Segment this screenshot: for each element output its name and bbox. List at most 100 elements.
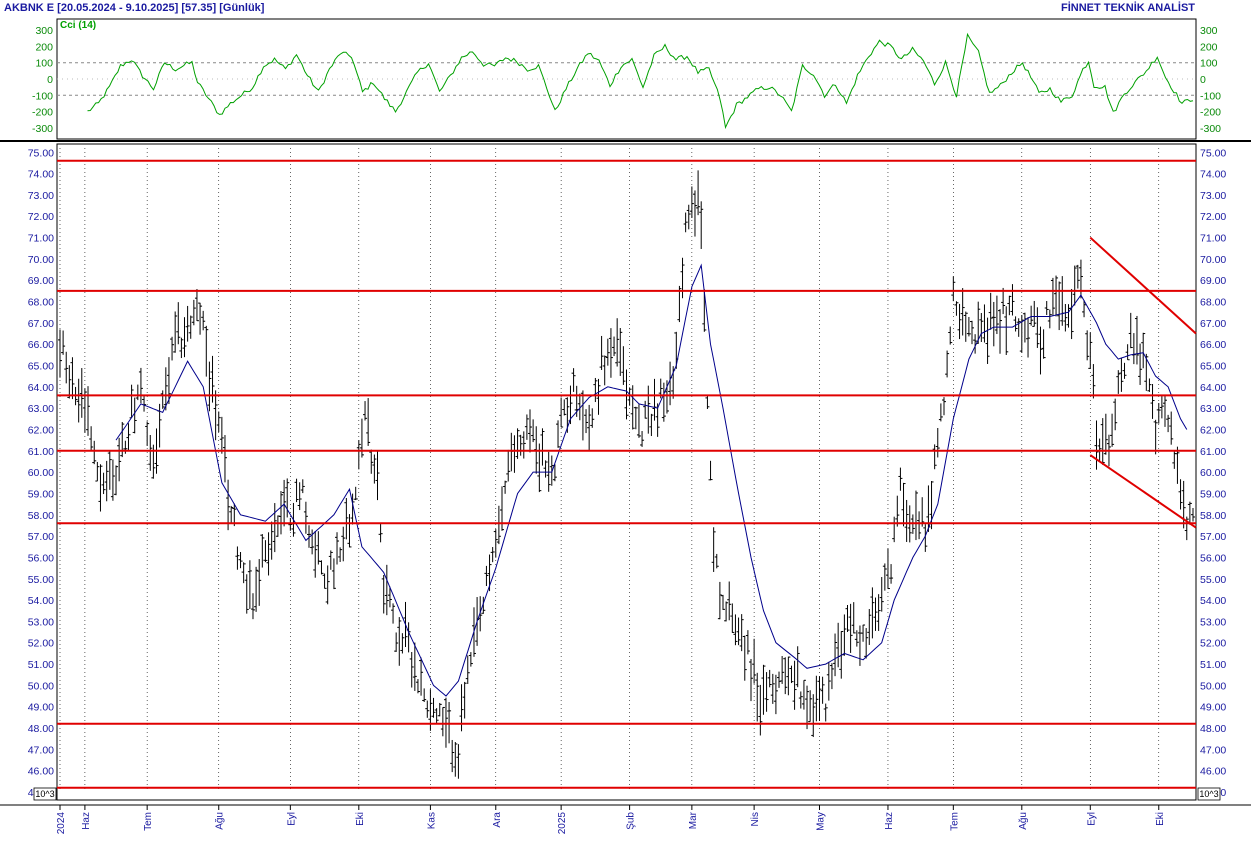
x-tick-label: Ağu <box>1018 812 1029 830</box>
trendline-upper <box>1089 236 1197 335</box>
price-tick-label-right: 53.00 <box>1200 616 1226 628</box>
price-tick-label-right: 74.00 <box>1200 169 1226 181</box>
price-tick-label-right: 61.00 <box>1200 446 1226 458</box>
price-tick-label-left: 71.00 <box>28 233 54 245</box>
chart-header-title: AKBNK E [20.05.2024 - 9.10.2025] [57.35]… <box>4 2 265 14</box>
x-tick-label: 2024 <box>56 812 67 835</box>
cci-line <box>87 32 1194 130</box>
cci-tick-label-right: 200 <box>1200 41 1218 53</box>
price-tick-label-left: 68.00 <box>28 297 54 309</box>
price-tick-label-left: 57.00 <box>28 531 54 543</box>
cci-tick-label-right: 0 <box>1200 74 1206 86</box>
price-tick-label-right: 56.00 <box>1200 552 1226 564</box>
moving-average <box>115 263 1188 697</box>
price-tick-label-left: 46.00 <box>28 766 54 778</box>
price-tick-label-right: 69.00 <box>1200 275 1226 287</box>
cci-indicator-label: Cci (14) <box>60 20 97 31</box>
price-tick-label-right: 75.00 <box>1200 147 1226 159</box>
price-tick-label-left: 72.00 <box>28 211 54 223</box>
x-tick-label: Haz <box>884 812 895 830</box>
price-tick-label-right: 57.00 <box>1200 531 1226 543</box>
price-y-axis: 75.00 75.00 74.00 74.00 73.00 73.00 72.00 72.00… <box>28 147 1226 801</box>
price-tick-label-right: 52.00 <box>1200 638 1226 650</box>
price-gridlines <box>59 148 1160 792</box>
x-tick-label: Eyl <box>1086 812 1097 826</box>
x-tick-label: May <box>815 812 826 831</box>
cci-tick-label-left: 200 <box>35 41 53 53</box>
cci-tick-label-left: -200 <box>32 107 53 119</box>
price-tick-label-left: 52.00 <box>28 638 54 650</box>
x-tick-label: Şub <box>626 812 637 830</box>
price-tick-label-left: 73.00 <box>28 190 54 202</box>
price-tick-label-left: 50.00 <box>28 680 54 692</box>
price-panel-frame <box>56 143 1197 801</box>
x-tick-label: Mar <box>688 811 699 829</box>
price-bars <box>58 170 1195 779</box>
scale-box-left: 10^3 <box>35 789 54 799</box>
price-tick-label-right: 60.00 <box>1200 467 1226 479</box>
price-tick-label-left: 69.00 <box>28 275 54 287</box>
price-tick-label-left: 47.00 <box>28 744 54 756</box>
price-tick-label-right: 46.00 <box>1200 766 1226 778</box>
price-tick-label-left: 56.00 <box>28 552 54 564</box>
price-tick-label-left: 66.00 <box>28 339 54 351</box>
price-tick-label-left: 60.00 <box>28 467 54 479</box>
price-tick-label-left: 64.00 <box>28 382 54 394</box>
x-tick-label: Nis <box>750 812 761 826</box>
price-tick-label-left: 49.00 <box>28 702 54 714</box>
price-tick-label-right: 51.00 <box>1200 659 1226 671</box>
scale-box-left-frame <box>33 787 57 801</box>
x-tick-label: Eyl <box>286 812 297 826</box>
price-tick-label-right: 72.00 <box>1200 211 1226 223</box>
cci-tick-label-left: 0 <box>47 74 53 86</box>
price-tick-label-right: 66.00 <box>1200 339 1226 351</box>
cci-y-axis: 300 300 200 200 100 100 0 0 -100 -100 -200 -200 -300… <box>32 25 1221 135</box>
price-tick-label-left: 59.00 <box>28 488 54 500</box>
cci-tick-label-right: -200 <box>1200 107 1221 119</box>
price-tick-label-left: 62.00 <box>28 424 54 436</box>
x-tick-label: Haz <box>81 812 92 830</box>
price-tick-label-left: 55.00 <box>28 574 54 586</box>
price-tick-label-left: 54.00 <box>28 595 54 607</box>
price-tick-label-right: 48.00 <box>1200 723 1226 735</box>
price-tick-label-left: 70.00 <box>28 254 54 266</box>
price-tick-label-right: 64.00 <box>1200 382 1226 394</box>
x-tick-label: Tem <box>143 812 154 831</box>
price-tick-label-left: 48.00 <box>28 723 54 735</box>
cci-tick-label-left: 100 <box>35 58 53 70</box>
trend-channel <box>1089 236 1197 529</box>
price-tick-label-left: 51.00 <box>28 659 54 671</box>
x-tick-label: Ağu <box>215 812 226 830</box>
cci-tick-label-left: -100 <box>32 90 53 102</box>
price-tick-label-left: 58.00 <box>28 510 54 522</box>
x-tick-label: Ara <box>492 812 503 828</box>
moving-average-line <box>115 263 1188 697</box>
chart-header-brand: FİNNET TEKNİK ANALİST <box>1060 2 1195 14</box>
x-tick-label: Eki <box>1155 812 1166 826</box>
price-tick-label-left: 67.00 <box>28 318 54 330</box>
price-tick-label-right: 71.00 <box>1200 233 1226 245</box>
scale-box-right-frame <box>1197 787 1221 801</box>
price-tick-label-left: 74.00 <box>28 169 54 181</box>
x-tick-label: Tem <box>949 812 960 831</box>
trendline-lower <box>1089 454 1197 529</box>
price-tick-label-right: 67.00 <box>1200 318 1226 330</box>
price-tick-label-right: 62.00 <box>1200 424 1226 436</box>
time-axis: 2024 Haz Tem Ağu Eyl Eki Kas Ara 2025 Şub Mar Nis Ma… <box>56 805 1166 834</box>
price-tick-label-right: 70.00 <box>1200 254 1226 266</box>
price-tick-label-right: 54.00 <box>1200 595 1226 607</box>
cci-tick-label-left: -300 <box>32 123 53 135</box>
cci-plot <box>57 32 1196 130</box>
price-tick-label-right: 68.00 <box>1200 297 1226 309</box>
price-tick-label-right: 73.00 <box>1200 190 1226 202</box>
x-tick-label: 2025 <box>557 812 568 835</box>
price-tick-label-right: 47.00 <box>1200 744 1226 756</box>
cci-tick-label-right: 100 <box>1200 58 1218 70</box>
price-tick-label-left: 53.00 <box>28 616 54 628</box>
price-tick-label-left: 75.00 <box>28 147 54 159</box>
x-tick-label: Kas <box>426 812 437 829</box>
price-tick-label-right: 65.00 <box>1200 361 1226 373</box>
price-tick-label-right: 63.00 <box>1200 403 1226 415</box>
price-tick-label-left: 63.00 <box>28 403 54 415</box>
